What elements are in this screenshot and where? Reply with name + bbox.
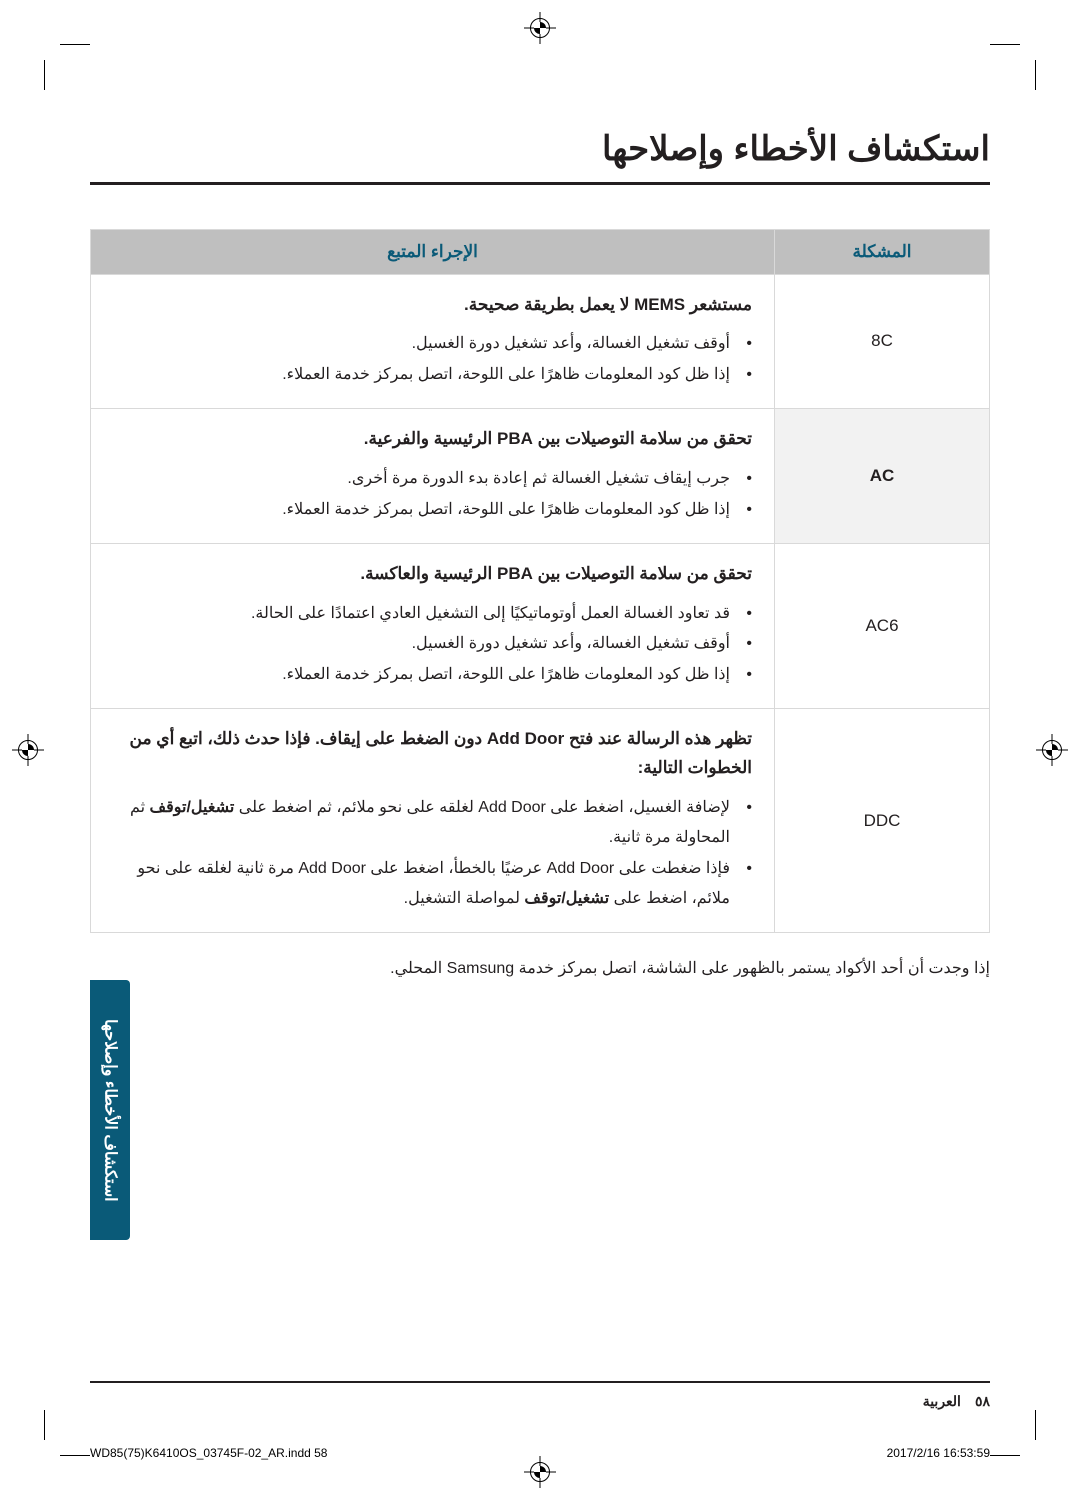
- action-cell: تحقق من سلامة التوصيلات بين PBA الرئيسية…: [91, 543, 775, 708]
- registration-mark-top: [530, 18, 550, 38]
- action-bullets: لإضافة الغسيل، اضغط على Add Door لغلقه ع…: [113, 793, 752, 915]
- table-row: 8C مستشعر MEMS لا يعمل بطريقة صحيحة. أوقف …: [91, 274, 990, 409]
- list-item: إذا ظل كود المعلومات ظاهرًا على اللوحة، …: [113, 360, 752, 390]
- action-bullets: أوقف تشغيل الغسالة، وأعد تشغيل دورة الغس…: [113, 329, 752, 390]
- registration-mark-left: [18, 740, 38, 760]
- print-footer-right: 2017/2/16 16:53:59: [887, 1446, 990, 1460]
- col-header-code: المشكلة: [775, 229, 990, 274]
- crop-mark-top-right: [990, 44, 1036, 90]
- footer-note: إذا وجدت أن أحد الأكواد يستمر بالظهور عل…: [90, 955, 990, 984]
- action-cell: تحقق من سلامة التوصيلات بين PBA الرئيسية…: [91, 409, 775, 544]
- list-item: لإضافة الغسيل، اضغط على Add Door لغلقه ع…: [113, 793, 752, 854]
- action-cell: تظهر هذه الرسالة عند فتح Add Door دون ال…: [91, 709, 775, 933]
- code-cell: AC: [775, 409, 990, 544]
- list-item: فإذا ضغطت على Add Door عرضيًا بالخطأ، اض…: [113, 854, 752, 915]
- registration-mark-right: [1042, 740, 1062, 760]
- table-row: AC6 تحقق من سلامة التوصيلات بين PBA الرئي…: [91, 543, 990, 708]
- action-lead: تحقق من سلامة التوصيلات بين PBA الرئيسية…: [113, 425, 752, 454]
- troubleshooting-table: المشكلة الإجراء المتبع 8Cمستشعر MEMS لا …: [90, 229, 990, 934]
- page-number: ٥٨: [975, 1393, 990, 1410]
- code-cell: AC6: [775, 543, 990, 708]
- registration-mark-bottom: [530, 1462, 550, 1482]
- page-language-label: العربية: [923, 1393, 961, 1410]
- table-row: AC تحقق من سلامة التوصيلات بين PBA الرئيس…: [91, 409, 990, 544]
- list-item: أوقف تشغيل الغسالة، وأعد تشغيل دورة الغس…: [113, 329, 752, 359]
- print-footer-left: WD85(75)K6410OS_03745F-02_AR.indd 58: [90, 1446, 327, 1460]
- page-footer: ٥٨ العربية: [90, 1381, 990, 1410]
- action-bullets: قد تعاود الغسالة العمل أوتوماتيكيًا إلى …: [113, 599, 752, 690]
- action-bullets: جرب إيقاف تشغيل الغسالة ثم إعادة بدء الد…: [113, 464, 752, 525]
- page-title: استكشاف الأخطاء وإصلاحها: [90, 126, 990, 174]
- code-cell: DDC: [775, 709, 990, 933]
- code-cell: 8C: [775, 274, 990, 409]
- table-row: DDC تظهر هذه الرسالة عند فتح Add Door دون…: [91, 709, 990, 933]
- action-lead: تظهر هذه الرسالة عند فتح Add Door دون ال…: [113, 725, 752, 783]
- section-side-tab: استكشاف الأخطاء وإصلاحها: [90, 980, 130, 1240]
- page-content: استكشاف الأخطاء وإصلاحها المشكلة الإجراء…: [90, 90, 990, 1410]
- action-cell: مستشعر MEMS لا يعمل بطريقة صحيحة. أوقف تش…: [91, 274, 775, 409]
- list-item: أوقف تشغيل الغسالة، وأعد تشغيل دورة الغس…: [113, 629, 752, 659]
- list-item: جرب إيقاف تشغيل الغسالة ثم إعادة بدء الد…: [113, 464, 752, 494]
- action-lead: تحقق من سلامة التوصيلات بين PBA الرئيسية…: [113, 560, 752, 589]
- crop-mark-top-left: [44, 44, 90, 90]
- crop-mark-bottom-right: [990, 1410, 1036, 1456]
- footer-rule: [90, 1381, 990, 1383]
- list-item: قد تعاود الغسالة العمل أوتوماتيكيًا إلى …: [113, 599, 752, 629]
- list-item: إذا ظل كود المعلومات ظاهرًا على اللوحة، …: [113, 495, 752, 525]
- list-item: إذا ظل كود المعلومات ظاهرًا على اللوحة، …: [113, 660, 752, 690]
- crop-mark-bottom-left: [44, 1410, 90, 1456]
- title-rule: [90, 182, 990, 185]
- col-header-action: الإجراء المتبع: [91, 229, 775, 274]
- action-lead: مستشعر MEMS لا يعمل بطريقة صحيحة.: [113, 291, 752, 320]
